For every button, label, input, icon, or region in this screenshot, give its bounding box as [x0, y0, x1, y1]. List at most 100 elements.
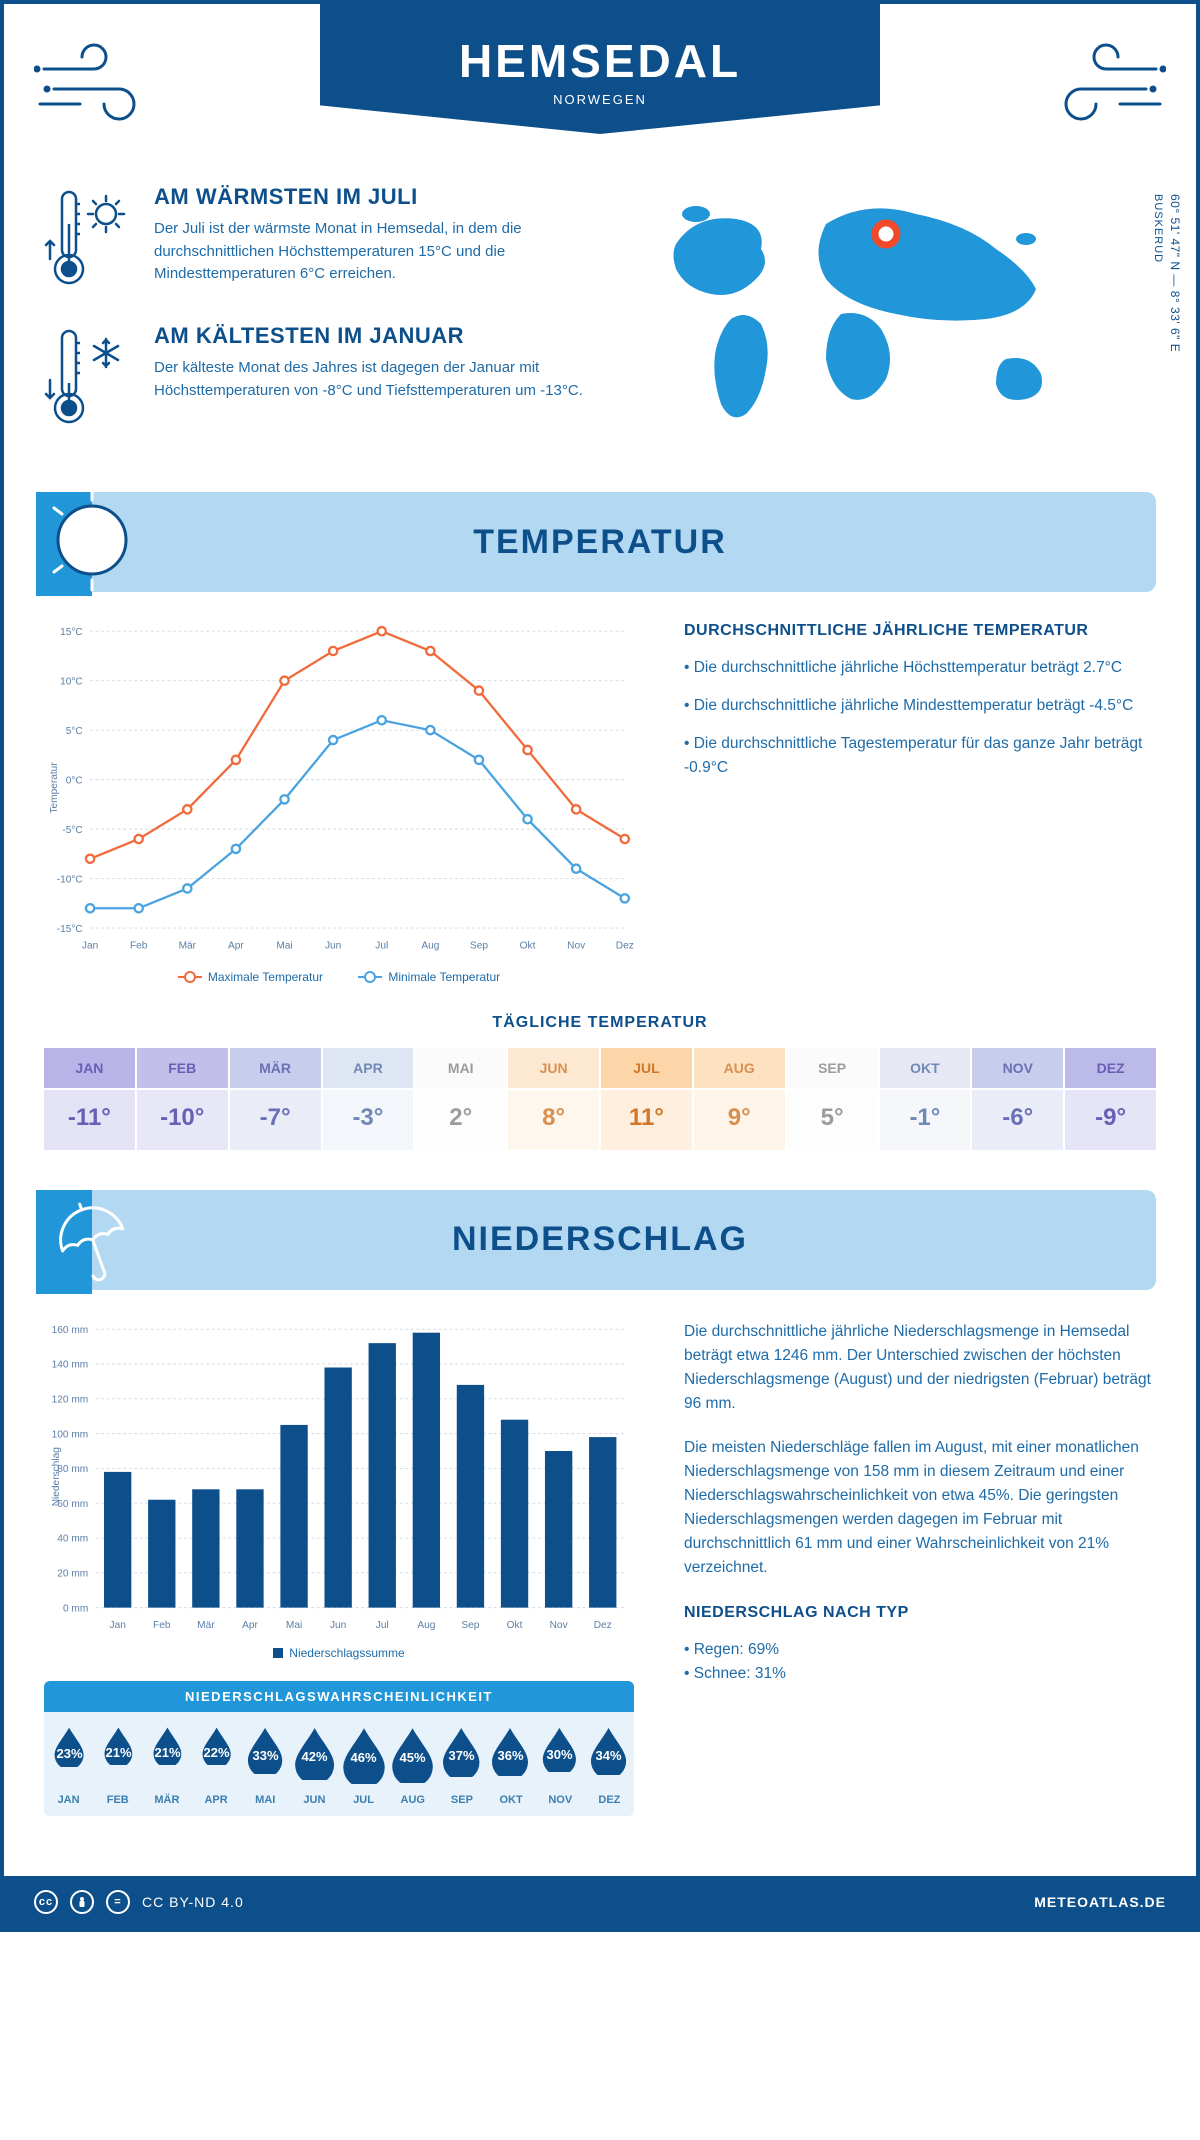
country-label: NORWEGEN — [320, 92, 880, 107]
precip-summary: Die durchschnittliche jährliche Niedersc… — [684, 1320, 1156, 1816]
svg-text:Jun: Jun — [330, 1620, 346, 1631]
thermometer-sun-icon — [44, 184, 134, 299]
precip-legend: Niederschlagssumme — [44, 1646, 634, 1661]
table-cell: 11° — [601, 1090, 692, 1150]
svg-text:Feb: Feb — [153, 1620, 171, 1631]
svg-text:15°C: 15°C — [60, 627, 83, 638]
table-cell: -3° — [323, 1090, 414, 1150]
precipitation-bar-chart: 0 mm20 mm40 mm60 mm80 mm100 mm120 mm140 … — [44, 1320, 634, 1638]
daily-temp-table: JANFEBMÄRAPRMAIJUNJULAUGSEPOKTNOVDEZ-11°… — [44, 1048, 1156, 1150]
fact-text: Der Juli ist der wärmste Monat in Hemsed… — [154, 218, 606, 286]
prob-month: MAI — [241, 1786, 290, 1816]
svg-text:Jun: Jun — [325, 940, 341, 951]
summary-para: Die durchschnittliche jährliche Niedersc… — [684, 1320, 1156, 1416]
drop-cell: 34% — [585, 1716, 632, 1784]
table-head: AUG — [694, 1048, 785, 1088]
thermometer-snow-icon — [44, 323, 134, 438]
drop-cell: 46% — [340, 1716, 387, 1784]
drop-cell: 37% — [438, 1716, 485, 1784]
svg-text:5°C: 5°C — [66, 726, 83, 737]
svg-text:Nov: Nov — [550, 1620, 569, 1631]
summary-bullet: • Die durchschnittliche jährliche Höchst… — [684, 656, 1156, 680]
summary-para: Die meisten Niederschläge fallen im Augu… — [684, 1436, 1156, 1580]
intro-row: AM WÄRMSTEN IM JULI Der Juli ist der wär… — [44, 184, 1156, 462]
svg-text:Dez: Dez — [616, 940, 634, 951]
svg-text:Mär: Mär — [197, 1620, 215, 1631]
section-bar-temp: TEMPERATUR — [44, 492, 1156, 592]
prob-month: SEP — [437, 1786, 486, 1816]
svg-text:Dez: Dez — [594, 1620, 612, 1631]
section-bar-precip: NIEDERSCHLAG — [44, 1190, 1156, 1290]
temp-legend: Maximale Temperatur Minimale Temperatur — [44, 967, 634, 984]
table-head: APR — [323, 1048, 414, 1088]
drop-cell: 21% — [95, 1716, 142, 1784]
precip-prob-box: NIEDERSCHLAGSWAHRSCHEINLICHKEIT 23% 21% … — [44, 1681, 634, 1816]
drop-cell: 36% — [487, 1716, 534, 1784]
license-label: CC BY-ND 4.0 — [142, 1894, 244, 1910]
drop-cell: 23% — [46, 1716, 93, 1784]
table-head: DEZ — [1065, 1048, 1156, 1088]
prob-month: DEZ — [585, 1786, 634, 1816]
svg-text:0°C: 0°C — [66, 775, 83, 786]
prob-month: OKT — [487, 1786, 536, 1816]
coords-label: 60° 51' 47" N — 8° 33' 6" E — [1168, 194, 1182, 352]
prob-month: JUL — [339, 1786, 388, 1816]
fact-title: AM WÄRMSTEN IM JULI — [154, 184, 606, 210]
summary-bullet: • Die durchschnittliche Tagestemperatur … — [684, 732, 1156, 780]
svg-text:Nov: Nov — [567, 940, 586, 951]
svg-text:80 mm: 80 mm — [57, 1464, 88, 1475]
header: HEMSEDAL NORWEGEN — [4, 4, 1196, 174]
table-cell: -11° — [44, 1090, 135, 1150]
type-title: NIEDERSCHLAG NACH TYP — [684, 1604, 1156, 1622]
svg-text:Apr: Apr — [242, 1620, 258, 1631]
svg-text:Mai: Mai — [276, 940, 292, 951]
table-head: SEP — [787, 1048, 878, 1088]
daily-temp-title: TÄGLICHE TEMPERATUR — [44, 1014, 1156, 1032]
table-cell: 5° — [787, 1090, 878, 1150]
svg-text:Okt: Okt — [507, 1620, 523, 1631]
title-banner: HEMSEDAL NORWEGEN — [320, 4, 880, 134]
svg-text:120 mm: 120 mm — [52, 1394, 89, 1405]
prob-month: MÄR — [142, 1786, 191, 1816]
prob-month: APR — [192, 1786, 241, 1816]
svg-text:Jan: Jan — [82, 940, 98, 951]
drop-cell: 42% — [291, 1716, 338, 1784]
svg-text:Mai: Mai — [286, 1620, 302, 1631]
city-title: HEMSEDAL — [320, 34, 880, 88]
svg-text:Apr: Apr — [228, 940, 244, 951]
svg-text:40 mm: 40 mm — [57, 1534, 88, 1545]
table-head: MAI — [415, 1048, 506, 1088]
table-cell: -1° — [880, 1090, 971, 1150]
wind-icon — [34, 34, 164, 139]
table-head: OKT — [880, 1048, 971, 1088]
table-cell: 2° — [415, 1090, 506, 1150]
world-map: 60° 51' 47" N — 8° 33' 6" E BUSKERUD — [646, 184, 1156, 462]
footer: cc = CC BY-ND 4.0 METEOATLAS.DE — [4, 1876, 1196, 1928]
svg-text:60 mm: 60 mm — [57, 1499, 88, 1510]
svg-text:-5°C: -5°C — [62, 825, 82, 836]
svg-text:Sep: Sep — [470, 940, 488, 951]
svg-text:Sep: Sep — [461, 1620, 479, 1631]
umbrella-icon — [36, 1182, 146, 1292]
svg-text:Aug: Aug — [417, 1620, 435, 1631]
svg-text:Okt: Okt — [520, 940, 536, 951]
svg-text:10°C: 10°C — [60, 676, 83, 687]
table-head: FEB — [137, 1048, 228, 1088]
table-head: JUL — [601, 1048, 692, 1088]
nd-icon: = — [106, 1890, 130, 1914]
table-cell: -10° — [137, 1090, 228, 1150]
fact-title: AM KÄLTESTEN IM JANUAR — [154, 323, 606, 349]
svg-text:0 mm: 0 mm — [63, 1603, 88, 1614]
table-cell: -6° — [972, 1090, 1063, 1150]
table-head: JUN — [508, 1048, 599, 1088]
drop-cell: 21% — [144, 1716, 191, 1784]
page: HEMSEDAL NORWEGEN — [0, 0, 1200, 1932]
temp-chart-row: -15°C-10°C-5°C0°C5°C10°C15°CJanFebMärApr… — [44, 622, 1156, 984]
section-title: NIEDERSCHLAG — [452, 1220, 748, 1259]
svg-text:Jul: Jul — [375, 940, 388, 951]
table-head: NOV — [972, 1048, 1063, 1088]
table-head: MÄR — [230, 1048, 321, 1088]
svg-text:100 mm: 100 mm — [52, 1429, 89, 1440]
prob-month: FEB — [93, 1786, 142, 1816]
section-title: TEMPERATUR — [473, 523, 727, 562]
